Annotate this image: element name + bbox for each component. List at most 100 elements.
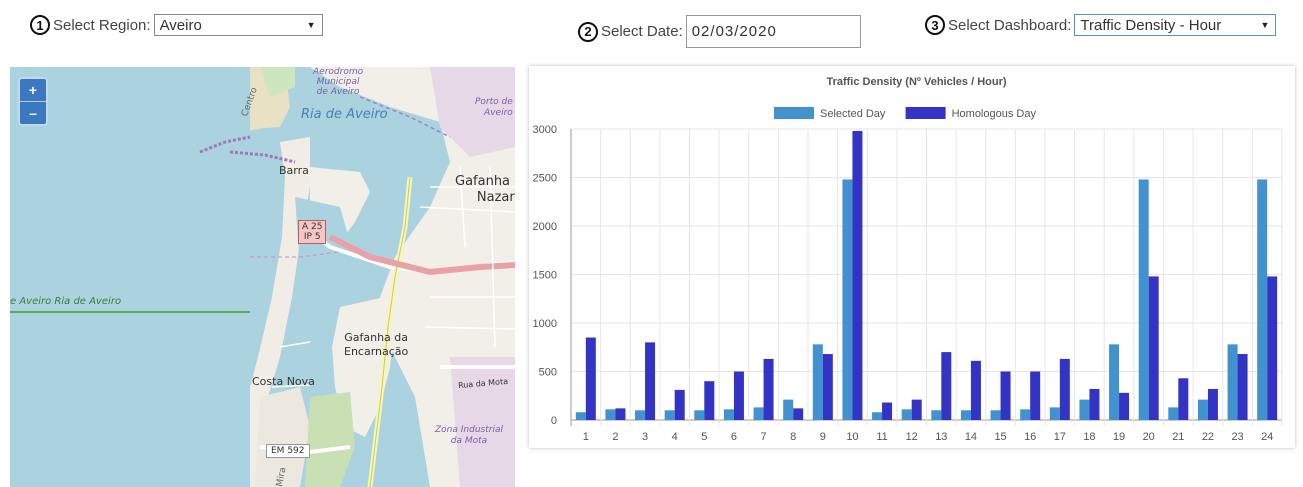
bar-homologous-day-8 — [793, 408, 804, 420]
x-tick-label: 8 — [790, 431, 796, 443]
x-tick-label: 2 — [612, 431, 618, 443]
bar-selected-day-2 — [605, 409, 616, 420]
bar-homologous-day-15 — [1000, 371, 1011, 420]
road-badge-em592: EM 592 — [266, 444, 310, 458]
dropdown-arrow-icon: ▼ — [306, 20, 316, 30]
bar-homologous-day-22 — [1207, 388, 1218, 420]
bar-homologous-day-19 — [1119, 392, 1130, 420]
x-tick-label: 15 — [994, 431, 1006, 443]
y-tick-label: 0 — [551, 415, 557, 427]
bar-selected-day-15 — [990, 410, 1001, 420]
x-tick-label: 18 — [1083, 431, 1095, 443]
legend-swatch-1 — [774, 107, 814, 119]
x-tick-label: 9 — [820, 431, 826, 443]
date-label: Select Date: — [601, 23, 683, 40]
map-label-ria-left: e Aveiro Ria de Aveiro — [10, 296, 122, 307]
map-airfield — [260, 67, 295, 97]
bar-selected-day-8 — [783, 399, 794, 420]
y-tick-label: 1000 — [533, 318, 557, 330]
x-tick-label: 4 — [672, 431, 678, 443]
bar-selected-day-23 — [1227, 344, 1238, 420]
bar-selected-day-24 — [1257, 179, 1268, 420]
traffic-density-chart: Traffic Density (Nº Vehicles / Hour) Sele… — [533, 76, 1283, 443]
map-land-costa — [255, 387, 310, 487]
x-tick-label: 19 — [1113, 431, 1125, 443]
zoom-control: + – — [18, 77, 48, 126]
map-wetland — [305, 392, 355, 487]
bar-selected-day-13 — [931, 410, 942, 420]
dashboard-value: Traffic Density - Hour — [1080, 16, 1222, 34]
dashboard-control: 3 Select Dashboard: Traffic Density - Ho… — [925, 14, 1277, 36]
bar-selected-day-17 — [1049, 407, 1060, 420]
map-port-area — [430, 67, 515, 157]
bar-homologous-day-20 — [1148, 276, 1159, 420]
map-label-costa-nova: Costa Nova — [252, 375, 315, 388]
bar-homologous-day-23 — [1237, 354, 1248, 420]
region-select[interactable]: Aveiro ▼ — [153, 14, 323, 36]
bar-selected-day-10 — [842, 179, 853, 420]
x-tick-label: 23 — [1231, 431, 1243, 443]
bar-homologous-day-4 — [674, 389, 685, 420]
step-3-badge: 3 — [925, 15, 945, 35]
y-tick-label: 1500 — [533, 270, 557, 282]
bar-homologous-day-7 — [763, 358, 774, 420]
map-land-barrier — [235, 137, 310, 487]
date-input[interactable]: 02/03/2020 — [685, 15, 861, 48]
zoom-out-button[interactable]: – — [20, 101, 46, 124]
bar-homologous-day-18 — [1089, 388, 1100, 420]
bar-homologous-day-17 — [1059, 358, 1070, 420]
dashboard-label: Select Dashboard: — [948, 16, 1072, 34]
y-tick-label: 2000 — [533, 221, 557, 233]
map-label-porto: Porto de Aveiro — [475, 97, 513, 118]
bar-homologous-day-24 — [1267, 276, 1278, 420]
bar-homologous-day-5 — [704, 381, 715, 420]
map-industrial-area — [450, 357, 515, 487]
chart-title: Traffic Density (Nº Vehicles / Hour) — [826, 76, 1006, 88]
bar-homologous-day-9 — [822, 354, 833, 420]
x-tick-label: 3 — [642, 431, 648, 443]
bar-selected-day-19 — [1109, 344, 1120, 420]
legend-swatch-2 — [905, 107, 946, 119]
dropdown-arrow-icon: ▼ — [1260, 20, 1270, 30]
x-tick-label: 6 — [731, 431, 737, 443]
bar-selected-day-16 — [1020, 409, 1031, 420]
y-tick-label: 2500 — [533, 173, 557, 185]
x-tick-label: 10 — [846, 431, 858, 443]
bar-homologous-day-14 — [970, 360, 981, 420]
bar-homologous-day-3 — [645, 342, 656, 420]
map-label-barra: Barra — [279, 164, 309, 177]
map-label-ria-top: Ria de Aveiro — [301, 107, 388, 122]
map-view[interactable]: + – Aerodromo Municipal de Aveiro Centro… — [10, 67, 515, 487]
bar-selected-day-3 — [635, 410, 646, 420]
x-tick-label: 20 — [1143, 431, 1155, 443]
y-tick-label: 3000 — [533, 124, 557, 136]
bar-selected-day-14 — [960, 410, 971, 420]
x-tick-label: 21 — [1172, 431, 1184, 443]
step-2-badge: 2 — [578, 21, 598, 42]
x-tick-label: 5 — [701, 431, 707, 443]
dashboard-select[interactable]: Traffic Density - Hour ▼ — [1074, 14, 1277, 36]
y-tick-label: 500 — [539, 367, 557, 379]
x-tick-label: 7 — [761, 431, 767, 443]
map-tiles — [10, 67, 515, 487]
date-control: 2 Select Date: 02/03/2020 — [578, 15, 861, 48]
bar-selected-day-18 — [1079, 399, 1090, 420]
bar-selected-day-11 — [872, 412, 883, 420]
region-value: Aveiro — [159, 16, 202, 34]
bar-homologous-day-13 — [941, 352, 952, 420]
zoom-in-button[interactable]: + — [28, 82, 38, 98]
map-label-gafanha-nazare: Gafanha d Nazaré — [455, 174, 515, 205]
bar-homologous-day-6 — [733, 371, 744, 420]
x-tick-label: 1 — [583, 431, 589, 443]
bar-selected-day-20 — [1138, 179, 1149, 420]
x-tick-label: 16 — [1024, 431, 1036, 443]
bar-homologous-day-2 — [615, 408, 626, 420]
x-tick-label: 17 — [1054, 431, 1066, 443]
bar-homologous-day-1 — [585, 337, 596, 420]
map-label-zona-industrial: Zona Industrial da Mota — [435, 425, 503, 446]
bar-homologous-day-11 — [882, 402, 893, 420]
date-value: 02/03/2020 — [691, 23, 777, 40]
region-label: Select Region: — [53, 16, 151, 34]
x-tick-label: 11 — [876, 431, 887, 443]
bar-homologous-day-21 — [1178, 378, 1189, 420]
